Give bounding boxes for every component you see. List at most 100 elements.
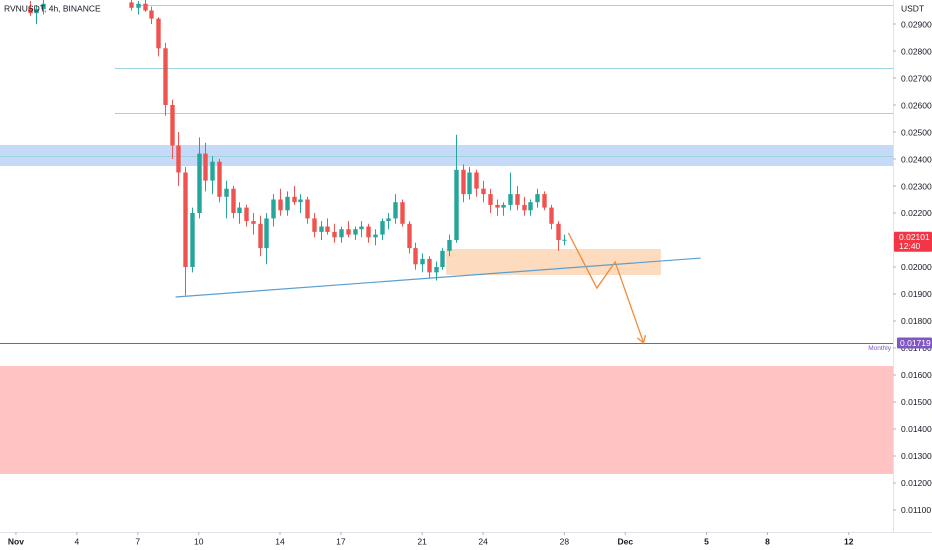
candle-body <box>407 223 412 249</box>
candle-body <box>217 161 222 197</box>
candle-body <box>542 194 547 208</box>
monthly-level-box <box>897 337 932 349</box>
candle-body <box>203 153 208 181</box>
candle-body <box>549 207 554 224</box>
price-unit: USDT <box>901 3 924 13</box>
candle-body <box>440 250 445 267</box>
candle-body <box>237 207 242 213</box>
y-tick-label: 0.02300 <box>901 181 932 191</box>
x-tick-label: 21 <box>417 536 427 546</box>
candle-body <box>481 188 486 195</box>
candle-body <box>488 194 493 205</box>
candle-body <box>447 239 452 251</box>
candle-body <box>170 105 175 146</box>
candle-body <box>400 202 405 224</box>
candle-body <box>176 145 181 173</box>
y-tick-label: 0.01300 <box>901 451 932 461</box>
last-price-label: 0.02101 <box>899 232 930 242</box>
x-tick-label: 17 <box>336 536 346 546</box>
candle-body <box>359 226 364 230</box>
candle-body <box>271 199 276 219</box>
x-tick-label: 10 <box>194 536 204 546</box>
candle-body <box>231 188 236 213</box>
candle-body <box>312 218 317 232</box>
candle-body <box>292 196 297 203</box>
candle-body <box>474 172 479 189</box>
candle-body <box>143 3 148 11</box>
countdown-label: 12:40 <box>899 241 921 251</box>
candle-body <box>278 199 283 211</box>
chart-title: RVNUSDT, 4h, BINANCE <box>4 3 101 13</box>
candle-body <box>434 266 439 273</box>
monthly-level-name: Monthly <box>868 345 892 352</box>
projection-path <box>567 232 645 344</box>
candle-body <box>163 48 168 106</box>
candle-body <box>197 153 202 213</box>
candle-body <box>373 234 378 238</box>
candle-body <box>346 229 351 235</box>
y-tick-label: 0.01600 <box>901 370 932 380</box>
candle-body <box>136 3 141 8</box>
y-tick-label: 0.02500 <box>901 127 932 137</box>
candle-body <box>264 218 269 249</box>
monthly-level-label: 0.01719 <box>900 338 931 348</box>
x-tick-label: 14 <box>275 536 285 546</box>
candle-body <box>298 199 303 203</box>
y-tick-label: 0.02600 <box>901 100 932 110</box>
zone <box>0 144 893 166</box>
candle-body <box>562 239 567 241</box>
candle-body <box>156 18 161 49</box>
y-tick-label: 0.02700 <box>901 73 932 83</box>
candle-body <box>149 10 154 19</box>
y-tick-label: 0.02000 <box>901 262 932 272</box>
axes: 0.01100 0.01200 0.01300 0.01400 0.01500 0.016… <box>8 19 932 546</box>
projection-arrowhead <box>636 334 647 345</box>
candle-body <box>319 226 324 232</box>
candle-body <box>190 212 195 267</box>
x-tick-label: 12 <box>844 536 854 546</box>
x-tick-label: Dec <box>617 536 633 546</box>
x-tick-label: 8 <box>765 536 770 546</box>
y-tick-label: 0.02800 <box>901 46 932 56</box>
candle-body <box>454 169 459 240</box>
candle-body <box>420 258 425 265</box>
candle-body <box>251 221 256 224</box>
candle-body <box>332 231 337 238</box>
overlay: RVNUSDT, 4h, BINANCE USDT Monthly 0.02101… <box>4 3 932 352</box>
candle-body <box>535 194 540 203</box>
candle-body <box>41 3 46 10</box>
y-tick-label: 0.01100 <box>901 505 931 515</box>
candle-body <box>339 229 344 238</box>
x-tick-label: Nov <box>8 536 24 546</box>
x-tick-label: 7 <box>135 536 140 546</box>
candle-body <box>183 172 188 267</box>
candle-body <box>461 169 466 195</box>
x-tick-label: 4 <box>74 536 79 546</box>
candle-body <box>285 196 290 211</box>
y-tick-label: 0.01400 <box>901 424 932 434</box>
candle-body <box>515 194 520 205</box>
candle-body <box>244 207 249 222</box>
candle-body <box>34 9 39 14</box>
y-tick-label: 0.01200 <box>901 478 932 488</box>
candle-body <box>380 221 385 235</box>
candle-body <box>305 199 310 219</box>
candle-body <box>393 202 398 219</box>
y-tick-label: 0.02200 <box>901 208 932 218</box>
candle-body <box>28 7 33 14</box>
y-tick-label: 0.01500 <box>901 397 932 407</box>
x-tick-label: 28 <box>560 536 570 546</box>
candle-body <box>129 2 134 8</box>
candle-body <box>386 218 391 222</box>
y-tick-label: 0.01800 <box>901 316 932 326</box>
candle-body <box>467 172 472 195</box>
last-price-box <box>894 231 932 252</box>
candle-body <box>325 226 330 232</box>
candle-body <box>366 226 371 238</box>
candle-body <box>508 194 513 205</box>
x-tick-label: 24 <box>478 536 488 546</box>
candle-body <box>413 248 418 265</box>
candle-body <box>501 204 506 208</box>
zone <box>0 366 893 475</box>
candle-body <box>522 204 527 211</box>
